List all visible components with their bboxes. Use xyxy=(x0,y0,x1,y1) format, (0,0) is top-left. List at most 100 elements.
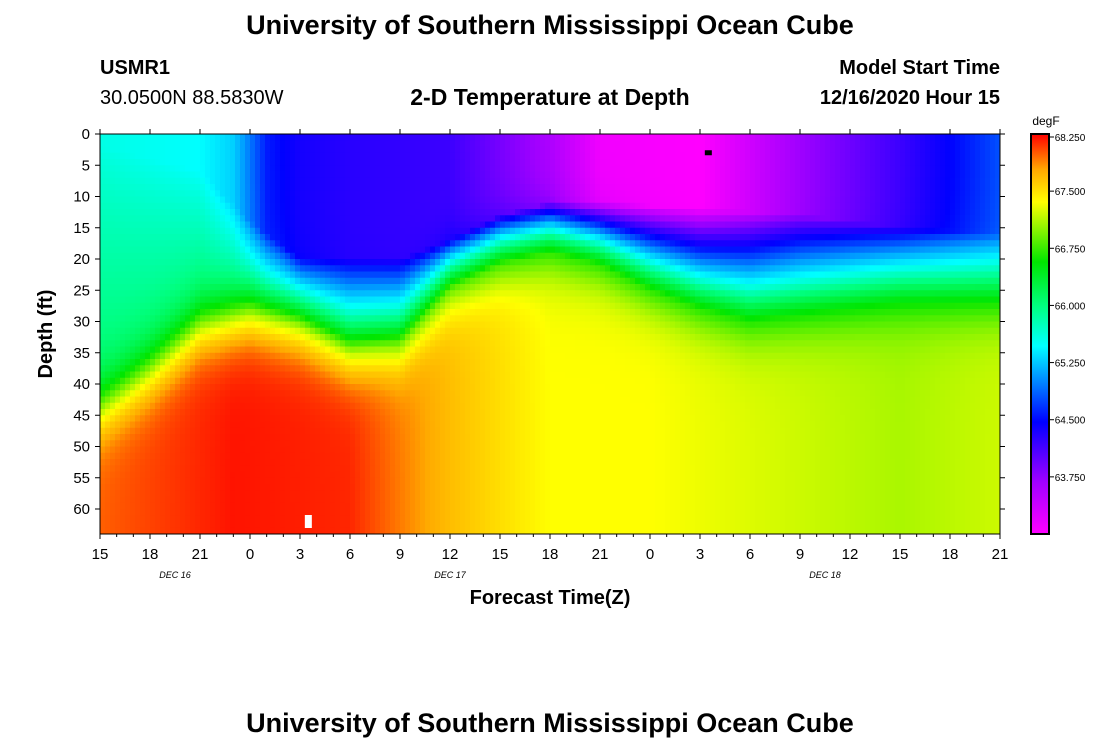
heatmap-cell xyxy=(480,390,486,398)
heatmap-cell xyxy=(480,415,486,423)
heatmap-cell xyxy=(250,152,256,160)
heatmap-cell xyxy=(185,484,191,491)
heatmap-cell xyxy=(220,215,226,223)
heatmap-cell xyxy=(275,234,281,241)
heatmap-cell xyxy=(415,240,421,248)
heatmap-cell xyxy=(265,352,271,360)
heatmap-cell xyxy=(390,177,396,185)
heatmap-cell xyxy=(390,465,396,473)
heatmap-cell xyxy=(270,265,276,273)
heatmap-cell xyxy=(305,290,311,298)
heatmap-cell xyxy=(360,327,366,335)
heatmap-cell xyxy=(445,215,451,223)
heatmap-cell xyxy=(415,265,421,273)
heatmap-cell xyxy=(205,477,211,485)
heatmap-cell xyxy=(345,246,351,254)
heatmap-cell xyxy=(200,509,206,516)
heatmap-cell xyxy=(140,209,146,216)
heatmap-cell xyxy=(275,202,281,210)
heatmap-cell xyxy=(155,496,161,504)
heatmap-cell xyxy=(420,309,426,316)
heatmap-cell xyxy=(300,440,306,448)
heatmap-cell xyxy=(395,371,401,379)
heatmap-cell xyxy=(445,196,451,204)
heatmap-cell xyxy=(370,221,376,229)
heatmap-cell xyxy=(225,352,231,360)
heatmap-cell xyxy=(455,196,461,204)
heatmap-cell xyxy=(430,277,436,285)
heatmap-cell xyxy=(115,340,121,348)
heatmap-cell xyxy=(330,496,336,504)
heatmap-cell xyxy=(360,202,366,210)
heatmap-cell xyxy=(400,415,406,423)
heatmap-cell xyxy=(360,371,366,379)
heatmap-cell xyxy=(165,327,171,335)
heatmap-cell xyxy=(415,446,421,454)
heatmap-cell xyxy=(125,327,131,335)
heatmap-cell xyxy=(135,340,141,348)
heatmap-cell xyxy=(260,390,266,398)
heatmap-cell xyxy=(400,190,406,198)
heatmap-cell xyxy=(435,465,441,473)
heatmap-cell xyxy=(135,371,141,379)
heatmap-cell xyxy=(385,334,391,341)
heatmap-cell xyxy=(380,227,386,235)
heatmap-cell xyxy=(150,277,156,285)
heatmap-cell xyxy=(180,171,186,179)
heatmap-cell xyxy=(400,146,406,154)
heatmap-cell xyxy=(310,459,316,466)
heatmap-cell xyxy=(180,227,186,235)
heatmap-cell xyxy=(130,146,136,154)
heatmap-cell xyxy=(440,427,446,435)
heatmap-cell xyxy=(100,302,106,310)
heatmap-cell xyxy=(475,134,481,141)
heatmap-cell xyxy=(465,146,471,154)
heatmap-cell xyxy=(435,371,441,379)
heatmap-cell xyxy=(145,184,151,191)
heatmap-cell xyxy=(355,215,361,223)
heatmap-cell xyxy=(125,496,131,504)
heatmap-cell xyxy=(310,371,316,379)
heatmap-cell xyxy=(240,296,246,304)
heatmap-cell xyxy=(410,396,416,404)
heatmap-cell xyxy=(435,521,441,529)
heatmap-cell xyxy=(255,359,261,366)
heatmap-cell xyxy=(355,459,361,466)
heatmap-cell xyxy=(445,446,451,454)
heatmap-cell xyxy=(190,471,196,479)
heatmap-cell xyxy=(210,302,216,310)
heatmap-cell xyxy=(365,402,371,410)
heatmap-cell xyxy=(435,152,441,160)
heatmap-cell xyxy=(320,502,326,510)
heatmap-cell xyxy=(105,290,111,298)
heatmap-cell xyxy=(360,296,366,304)
heatmap-cell xyxy=(320,290,326,298)
heatmap-cell xyxy=(445,371,451,379)
heatmap-cell xyxy=(125,321,131,329)
heatmap-cell xyxy=(460,409,466,416)
heatmap-cell xyxy=(460,259,466,266)
heatmap-cell xyxy=(320,240,326,248)
heatmap-cell xyxy=(100,284,106,291)
heatmap-cell xyxy=(425,471,431,479)
heatmap-cell xyxy=(360,365,366,373)
heatmap-cell xyxy=(420,209,426,216)
heatmap-cell xyxy=(445,390,451,398)
heatmap-cell xyxy=(105,265,111,273)
heatmap-cell xyxy=(280,371,286,379)
heatmap-cell xyxy=(415,415,421,423)
heatmap-cell xyxy=(360,196,366,204)
heatmap-cell xyxy=(155,484,161,491)
heatmap-cell xyxy=(400,177,406,185)
heatmap-cell xyxy=(380,465,386,473)
heatmap-cell xyxy=(400,490,406,498)
heatmap-cell xyxy=(335,440,341,448)
heatmap-cell xyxy=(465,471,471,479)
heatmap-cell xyxy=(355,190,361,198)
heatmap-cell xyxy=(300,271,306,279)
heatmap-cell xyxy=(350,252,356,260)
heatmap-cell xyxy=(130,259,136,266)
heatmap-cell xyxy=(145,502,151,510)
heatmap-cell xyxy=(275,427,281,435)
heatmap-cell xyxy=(180,209,186,216)
